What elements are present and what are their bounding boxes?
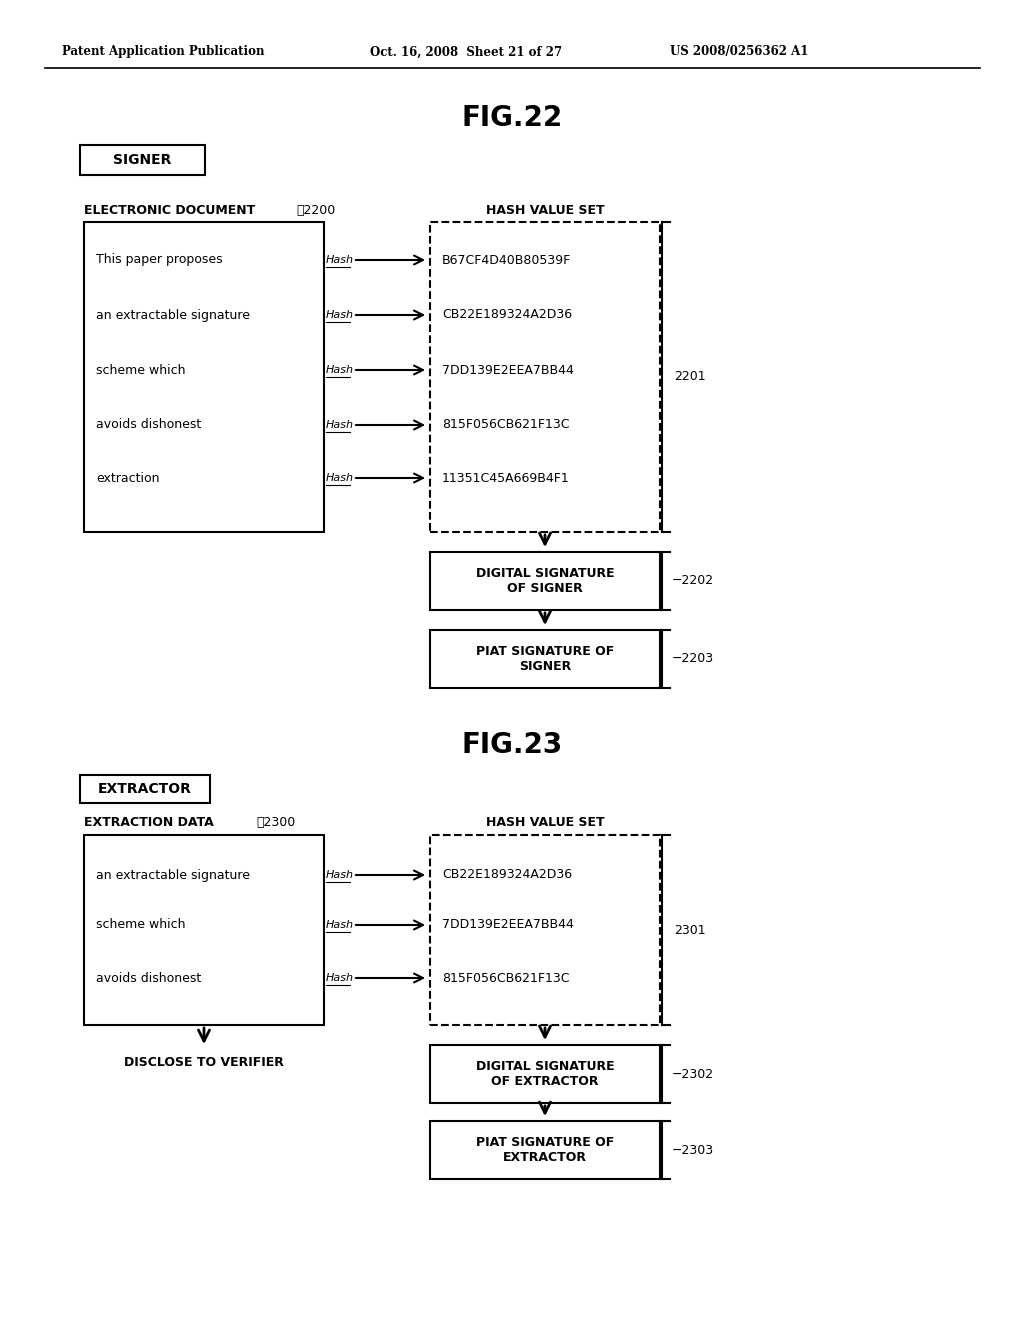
Text: SIGNER: SIGNER	[113, 153, 171, 168]
Text: B67CF4D40B80539F: B67CF4D40B80539F	[442, 253, 571, 267]
Text: 815F056CB621F13C: 815F056CB621F13C	[442, 972, 569, 985]
Text: an extractable signature: an extractable signature	[96, 869, 250, 882]
Text: FIG.22: FIG.22	[462, 104, 562, 132]
Bar	[430, 222, 660, 532]
Text: scheme which: scheme which	[96, 919, 185, 932]
Text: Hash: Hash	[326, 366, 354, 375]
Text: DIGITAL SIGNATURE
OF EXTRACTOR: DIGITAL SIGNATURE OF EXTRACTOR	[476, 1060, 614, 1088]
Text: Hash: Hash	[326, 255, 354, 265]
Text: HASH VALUE SET: HASH VALUE SET	[485, 816, 604, 829]
Text: scheme which: scheme which	[96, 363, 185, 376]
Text: PIAT SIGNATURE OF
EXTRACTOR: PIAT SIGNATURE OF EXTRACTOR	[476, 1137, 614, 1164]
Text: 2301: 2301	[674, 924, 706, 936]
Text: Hash: Hash	[326, 920, 354, 931]
Text: Patent Application Publication: Patent Application Publication	[62, 45, 264, 58]
Bar	[84, 222, 324, 532]
Text: CB22E189324A2D36: CB22E189324A2D36	[442, 309, 572, 322]
Bar	[80, 145, 205, 176]
Bar	[430, 1045, 660, 1104]
Text: HASH VALUE SET: HASH VALUE SET	[485, 203, 604, 216]
Text: Oct. 16, 2008  Sheet 21 of 27: Oct. 16, 2008 Sheet 21 of 27	[370, 45, 562, 58]
Text: 815F056CB621F13C: 815F056CB621F13C	[442, 418, 569, 432]
Bar	[80, 775, 210, 803]
Text: CB22E189324A2D36: CB22E189324A2D36	[442, 869, 572, 882]
Text: avoids dishonest: avoids dishonest	[96, 972, 202, 985]
Text: EXTRACTOR: EXTRACTOR	[98, 781, 191, 796]
Text: ✨2300: ✨2300	[256, 816, 295, 829]
Text: ✨2200: ✨2200	[296, 203, 335, 216]
Text: −2303: −2303	[672, 1143, 714, 1156]
Text: ELECTRONIC DOCUMENT: ELECTRONIC DOCUMENT	[84, 203, 255, 216]
Bar	[430, 836, 660, 1026]
Bar	[430, 552, 660, 610]
Text: EXTRACTION DATA: EXTRACTION DATA	[84, 816, 214, 829]
Text: FIG.23: FIG.23	[462, 731, 562, 759]
Text: 7DD139E2EEA7BB44: 7DD139E2EEA7BB44	[442, 363, 573, 376]
Text: 2201: 2201	[674, 371, 706, 384]
Text: DIGITAL SIGNATURE
OF SIGNER: DIGITAL SIGNATURE OF SIGNER	[476, 568, 614, 595]
Text: DISCLOSE TO VERIFIER: DISCLOSE TO VERIFIER	[124, 1056, 284, 1069]
Text: Hash: Hash	[326, 973, 354, 983]
Text: Hash: Hash	[326, 310, 354, 319]
Text: −2203: −2203	[672, 652, 714, 665]
Text: Hash: Hash	[326, 473, 354, 483]
Bar	[84, 836, 324, 1026]
Text: an extractable signature: an extractable signature	[96, 309, 250, 322]
Text: US 2008/0256362 A1: US 2008/0256362 A1	[670, 45, 808, 58]
Text: 7DD139E2EEA7BB44: 7DD139E2EEA7BB44	[442, 919, 573, 932]
Text: avoids dishonest: avoids dishonest	[96, 418, 202, 432]
Text: extraction: extraction	[96, 471, 160, 484]
Text: This paper proposes: This paper proposes	[96, 253, 222, 267]
Bar	[430, 630, 660, 688]
Text: Hash: Hash	[326, 420, 354, 430]
Text: 11351C45A669B4F1: 11351C45A669B4F1	[442, 471, 569, 484]
Text: −2202: −2202	[672, 574, 714, 587]
Bar	[430, 1121, 660, 1179]
Text: −2302: −2302	[672, 1068, 714, 1081]
Text: PIAT SIGNATURE OF
SIGNER: PIAT SIGNATURE OF SIGNER	[476, 645, 614, 673]
Text: Hash: Hash	[326, 870, 354, 880]
